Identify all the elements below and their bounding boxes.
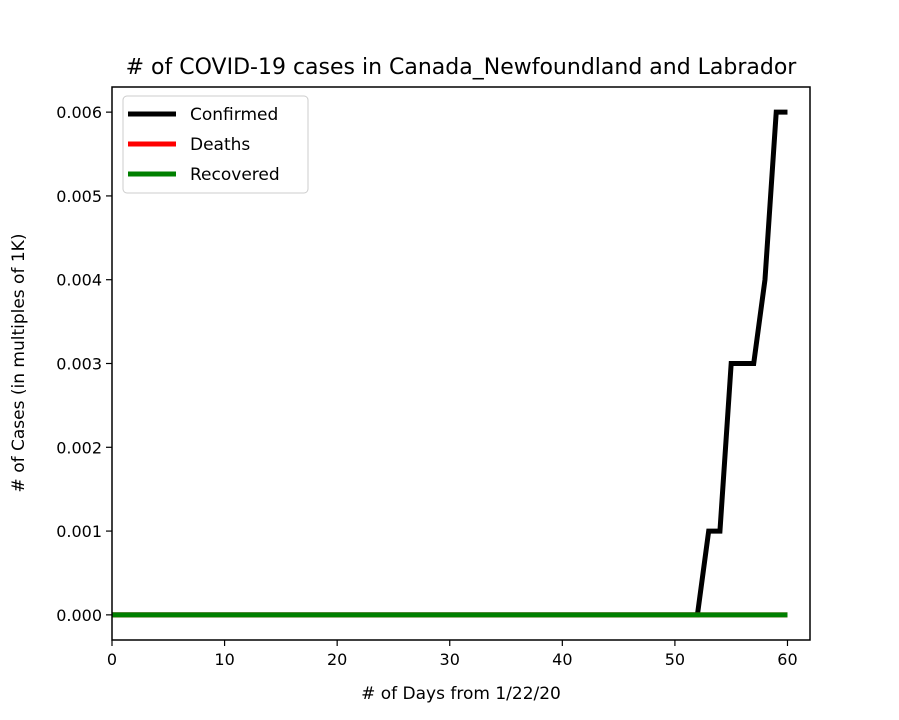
y-tick-label: 0.005 — [56, 187, 102, 206]
y-tick-label: 0.006 — [56, 103, 102, 122]
legend-label-confirmed: Confirmed — [190, 105, 278, 125]
y-tick-label: 0.001 — [56, 522, 102, 541]
x-tick-label: 30 — [440, 650, 460, 669]
y-tick-label: 0.004 — [56, 271, 102, 290]
ticks: 0 10 20 30 40 50 60 0.000 0.001 0.002 0.003 0.004 0.… — [56, 103, 797, 669]
plot-frame — [111, 86, 811, 641]
x-axis-label: # of Days from 1/22/20 — [361, 684, 561, 704]
chart-title: # of COVID-19 cases in Canada_Newfoundla… — [126, 55, 798, 80]
series-lines — [112, 109, 788, 618]
legend-label-deaths: Deaths — [190, 135, 250, 155]
legend-label-recovered: Recovered — [190, 165, 280, 185]
legend-box — [122, 95, 309, 194]
y-tick-label: 0.000 — [56, 606, 102, 625]
x-tick-label: 0 — [107, 650, 117, 669]
y-axis-label: # of Cases (in multiples of 1K) — [9, 234, 29, 493]
y-tick-label: 0.003 — [56, 355, 102, 374]
y-tick-label: 0.002 — [56, 438, 102, 457]
x-tick-label: 40 — [552, 650, 572, 669]
x-tick-label: 50 — [665, 650, 685, 669]
legend: Confirmed Deaths Recovered — [122, 95, 309, 194]
x-tick-label: 60 — [777, 650, 797, 669]
x-tick-label: 10 — [214, 650, 234, 669]
x-tick-label: 20 — [327, 650, 347, 669]
